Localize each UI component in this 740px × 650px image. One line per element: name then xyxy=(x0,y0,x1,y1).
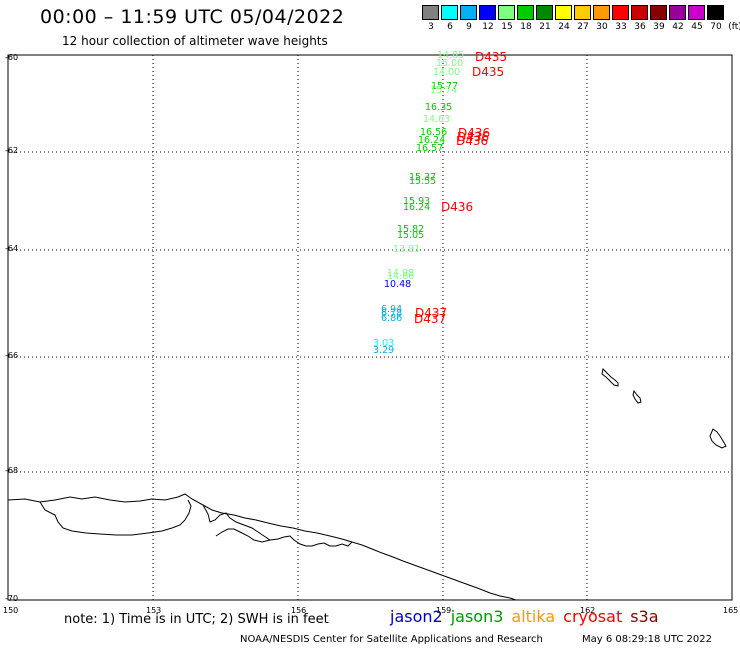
wave-height-label: 16.24 xyxy=(403,202,431,213)
lon-label: 153 xyxy=(146,606,162,615)
color-scale-label: 36 xyxy=(634,22,646,32)
credit-line: NOAA/NESDIS Center for Satellite Applica… xyxy=(240,634,543,645)
color-swatch xyxy=(631,5,648,20)
color-swatch xyxy=(422,5,439,20)
lat-label: -62 xyxy=(5,146,19,155)
color-swatch xyxy=(593,5,610,20)
satellite-jason3: jason3 xyxy=(450,607,504,626)
map-subtitle: 12 hour collection of altimeter wave hei… xyxy=(62,34,328,48)
color-swatch xyxy=(441,5,458,20)
satellite-legend: jason2 jason3 altika cryosat s3a xyxy=(390,607,667,626)
color-swatch xyxy=(669,5,686,20)
wave-height-label: 16.57 xyxy=(416,143,444,154)
wave-height-label: 15.55 xyxy=(409,176,437,187)
lat-label: -70 xyxy=(5,594,19,603)
footer-note: note: 1) Time is in UTC; 2) SWH is in fe… xyxy=(64,612,329,627)
island-1 xyxy=(601,367,619,387)
color-scale-label: 30 xyxy=(596,22,608,32)
lon-label: 150 xyxy=(3,606,19,615)
wave-height-label: 13.81 xyxy=(393,244,421,255)
satellite-s3a: s3a xyxy=(630,607,659,626)
color-scale-label: 18 xyxy=(520,22,532,32)
antarctic-coastline xyxy=(7,493,517,601)
grid-lines xyxy=(8,55,732,600)
color-swatch xyxy=(612,5,629,20)
wave-height-label: 15.93 xyxy=(403,196,431,207)
color-swatch xyxy=(498,5,515,20)
color-swatch xyxy=(536,5,553,20)
color-scale-label: 33 xyxy=(615,22,627,32)
pass-label: D436 xyxy=(456,134,489,148)
wave-height-label: 15.82 xyxy=(397,224,425,235)
wave-height-label: 14.85 xyxy=(437,50,465,61)
wave-height-label: 3.29 xyxy=(373,345,395,356)
color-swatch xyxy=(650,5,667,20)
pass-label: D436 xyxy=(458,126,491,140)
wave-height-label: 6.94 xyxy=(381,304,403,315)
island-2 xyxy=(632,389,642,404)
wave-height-label: 14.63 xyxy=(423,114,451,125)
color-scale-label: 42 xyxy=(672,22,684,32)
color-swatch xyxy=(460,5,477,20)
color-scale-label: 6 xyxy=(447,22,453,32)
color-scale-label: (ft) xyxy=(728,22,740,32)
pass-label: D436 xyxy=(441,200,474,214)
pass-label: D435 xyxy=(475,50,508,64)
wave-height-label: 16.56 xyxy=(420,127,448,138)
wave-height-label: 14.66 xyxy=(387,271,415,282)
wave-height-label: 6.78 xyxy=(381,308,403,319)
lat-label: -66 xyxy=(5,351,19,360)
satellite-altika: altika xyxy=(511,607,556,626)
wave-height-label: 3.03 xyxy=(373,338,395,349)
color-scale-label: 9 xyxy=(466,22,472,32)
generation-timestamp: May 6 08:29:18 UTC 2022 xyxy=(582,634,712,645)
lat-label: -68 xyxy=(5,466,19,475)
color-scale-label: 70 xyxy=(710,22,722,32)
pass-label: D435 xyxy=(472,65,505,79)
wave-height-label: 14.98 xyxy=(387,268,415,279)
satellite-jason2: jason2 xyxy=(390,607,443,626)
color-swatch xyxy=(555,5,572,20)
color-swatch xyxy=(517,5,534,20)
wave-height-label: 14.00 xyxy=(433,67,461,78)
color-scale-label: 27 xyxy=(577,22,589,32)
color-scale-label: 15 xyxy=(501,22,513,32)
wave-height-label: 15.37 xyxy=(409,172,437,183)
color-scale-label: 39 xyxy=(653,22,665,32)
lon-label: 162 xyxy=(580,606,596,615)
pass-label: D437 xyxy=(414,312,447,326)
color-scale-label: 21 xyxy=(539,22,551,32)
lat-label: -64 xyxy=(5,244,19,253)
wave-height-label: 15.77 xyxy=(431,81,459,92)
wave-height-label: 15.05 xyxy=(397,230,425,241)
lat-label: -60 xyxy=(5,53,19,62)
wave-height-label: 6.86 xyxy=(381,313,403,324)
color-swatch xyxy=(688,5,705,20)
map-frame xyxy=(7,54,733,601)
pass-label: D436 xyxy=(457,130,490,144)
color-scale-label: 3 xyxy=(428,22,434,32)
wave-height-label: 16.24 xyxy=(418,135,446,146)
lon-label: 159 xyxy=(436,606,452,615)
color-scale-label: 24 xyxy=(558,22,570,32)
wave-height-label: 10.48 xyxy=(384,279,412,290)
map-title: 00:00 – 11:59 UTC 05/04/2022 xyxy=(40,6,345,28)
coast-bay xyxy=(269,535,353,547)
coast-inlet-west xyxy=(39,499,192,536)
color-swatch xyxy=(707,5,724,20)
wave-height-label: 15.00 xyxy=(436,58,464,69)
color-swatch xyxy=(574,5,591,20)
color-scale-label: 12 xyxy=(482,22,494,32)
wave-height-label: 15.74 xyxy=(430,85,458,96)
lon-label: 165 xyxy=(723,606,739,615)
wave-height-label: 16.35 xyxy=(425,102,453,113)
color-swatch xyxy=(479,5,496,20)
color-scale-label: 45 xyxy=(691,22,703,32)
lon-label: 156 xyxy=(291,606,307,615)
pass-label: D437 xyxy=(415,306,448,320)
coast-peninsula xyxy=(202,504,272,543)
satellite-cryosat: cryosat xyxy=(563,607,623,626)
island-3 xyxy=(709,428,727,449)
